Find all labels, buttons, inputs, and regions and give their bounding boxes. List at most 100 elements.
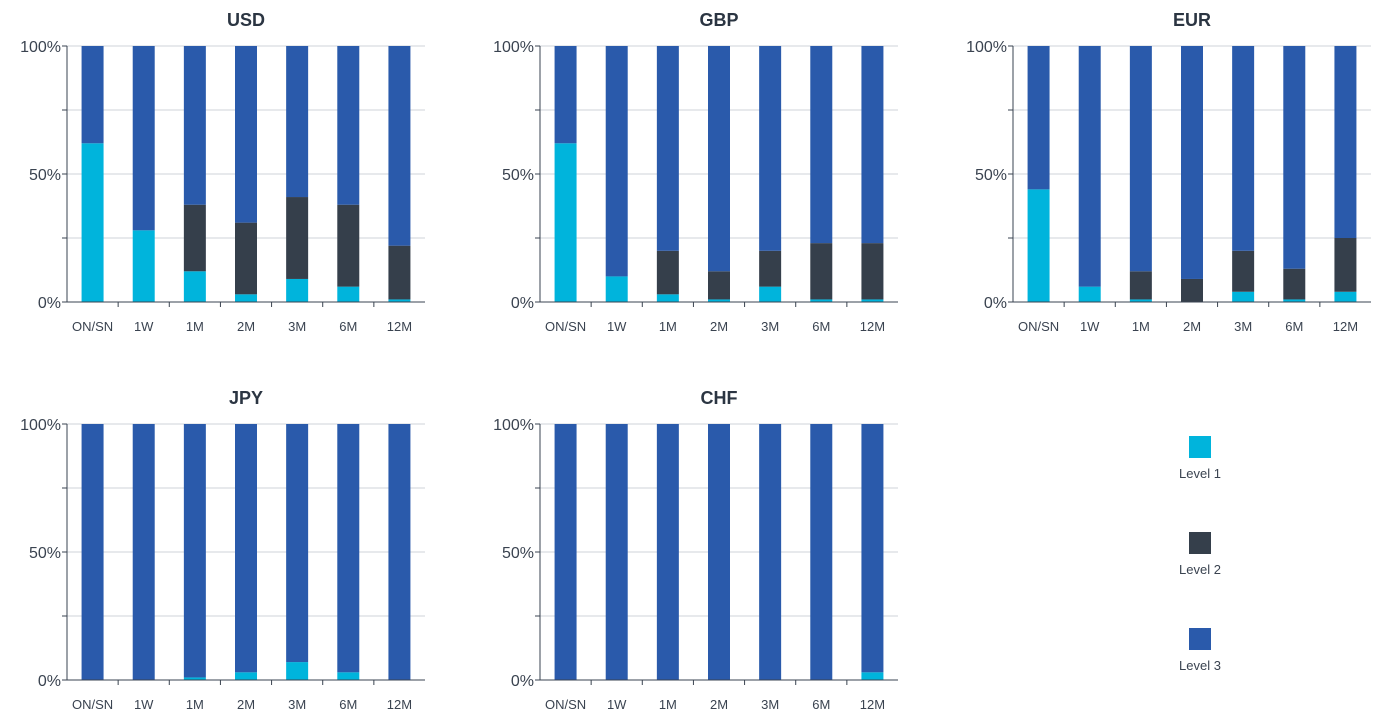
bar-jpy-3m-level-3 <box>286 424 309 663</box>
x-tick-label: 3M <box>288 697 306 712</box>
legend-label-level-3: Level 3 <box>1179 658 1221 673</box>
bar-usd-1m-level-2 <box>183 204 206 272</box>
x-tick-label: ON/SN <box>545 319 586 334</box>
bar-eur-1w-level-3 <box>1078 46 1101 287</box>
x-tick-label: 2M <box>710 319 728 334</box>
bar-gbp-6m-level-3 <box>810 46 833 244</box>
y-tick-label: 0% <box>38 673 61 690</box>
x-tick-label: 2M <box>710 697 728 712</box>
bar-chf-1w-level-3 <box>605 424 628 680</box>
bar-gbp-12m-level-3 <box>861 46 884 244</box>
bar-jpy-2m-level-1 <box>235 672 257 680</box>
bar-gbp-6m-level-2 <box>810 243 833 300</box>
bar-gbp-12m-level-1 <box>861 299 884 302</box>
bar-gbp-on-sn-level-3 <box>554 46 577 144</box>
bar-usd-6m-level-3 <box>337 46 360 205</box>
bar-gbp-3m-level-2 <box>759 250 782 287</box>
bar-usd-1m-level-1 <box>183 271 206 302</box>
bar-eur-1m-level-2 <box>1129 271 1152 300</box>
bar-usd-3m-level-2 <box>286 197 309 279</box>
x-tick-label: 1M <box>1132 319 1150 334</box>
y-tick-label: 0% <box>38 295 61 312</box>
chart-title: USD <box>227 10 265 30</box>
x-tick-label: 2M <box>1183 319 1201 334</box>
bar-eur-1m-level-1 <box>1129 299 1152 302</box>
bar-gbp-1w-level-1 <box>605 276 628 302</box>
bar-eur-12m-level-3 <box>1334 46 1357 238</box>
bar-gbp-2m-level-1 <box>708 299 730 302</box>
bar-eur-on-sn-level-1 <box>1027 189 1050 302</box>
bar-gbp-1m-level-3 <box>656 46 679 251</box>
x-tick-label: 6M <box>812 319 830 334</box>
bar-eur-1w-level-1 <box>1078 286 1101 302</box>
y-tick-label: 100% <box>20 39 61 56</box>
y-tick-label: 0% <box>984 295 1007 312</box>
x-tick-label: ON/SN <box>72 697 113 712</box>
x-tick-label: 2M <box>237 697 255 712</box>
bar-jpy-12m-level-3 <box>388 424 411 680</box>
chart-gbp: 0% 50% 100% ON/SN 1W 1M 2M 3M 6M 12M GBP <box>493 10 898 334</box>
bar-usd-3m-level-3 <box>286 46 309 198</box>
x-tick-label: ON/SN <box>545 697 586 712</box>
y-tick-label: 0% <box>511 295 534 312</box>
y-tick-label: 100% <box>493 417 534 434</box>
bar-gbp-3m-level-1 <box>759 286 782 302</box>
x-tick-label: 6M <box>812 697 830 712</box>
bar-eur-3m-level-3 <box>1232 46 1255 251</box>
bar-jpy-1m-level-3 <box>183 424 206 678</box>
x-tick-label: 3M <box>1234 319 1252 334</box>
bar-usd-12m-level-3 <box>388 46 411 246</box>
chart-title: CHF <box>701 388 738 408</box>
bar-usd-on-sn-level-1 <box>81 143 104 302</box>
x-tick-label: 1W <box>1080 319 1100 334</box>
y-tick-label: 50% <box>502 545 534 562</box>
legend: Level 1 Level 2 Level 3 <box>1140 436 1260 724</box>
x-tick-label: 1M <box>659 319 677 334</box>
bar-jpy-6m-level-3 <box>337 424 360 673</box>
bar-gbp-6m-level-1 <box>810 299 833 302</box>
bar-eur-6m-level-2 <box>1283 268 1306 300</box>
x-tick-label: 1W <box>607 697 627 712</box>
x-tick-label: 1W <box>134 697 154 712</box>
y-tick-label: 100% <box>493 39 534 56</box>
bar-gbp-on-sn-level-1 <box>554 143 577 302</box>
x-tick-label: 3M <box>761 319 779 334</box>
legend-label-level-1: Level 1 <box>1179 466 1221 481</box>
bar-eur-2m-level-2 <box>1181 278 1203 302</box>
bar-jpy-1m-level-1 <box>183 677 206 680</box>
legend-item-level-1: Level 1 <box>1140 436 1260 508</box>
bar-usd-1m-level-3 <box>183 46 206 205</box>
x-tick-label: 3M <box>288 319 306 334</box>
x-tick-label: 12M <box>1333 319 1358 334</box>
bar-eur-3m-level-2 <box>1232 250 1255 292</box>
bar-usd-1w-level-1 <box>132 230 155 302</box>
x-tick-label: 6M <box>339 697 357 712</box>
bar-usd-on-sn-level-3 <box>81 46 104 144</box>
bar-jpy-2m-level-3 <box>235 424 257 673</box>
bar-eur-6m-level-3 <box>1283 46 1306 269</box>
x-tick-label: 1M <box>186 319 204 334</box>
bar-chf-12m-level-1 <box>861 672 884 680</box>
bar-usd-12m-level-1 <box>388 299 411 302</box>
bar-usd-1w-level-3 <box>132 46 155 231</box>
x-tick-label: 2M <box>237 319 255 334</box>
chart-eur: 0% 50% 100% ON/SN 1W 1M 2M 3M 6M 12M EUR <box>966 10 1371 334</box>
chart-chf: 0% 50% 100% ON/SN 1W 1M 2M 3M 6M 12M CHF <box>493 388 898 712</box>
bar-gbp-2m-level-3 <box>708 46 730 272</box>
x-tick-label: 12M <box>387 319 412 334</box>
x-tick-label: 6M <box>1285 319 1303 334</box>
x-tick-label: 3M <box>761 697 779 712</box>
bar-usd-2m-level-1 <box>235 294 257 302</box>
bar-eur-2m-level-3 <box>1181 46 1203 279</box>
bar-usd-2m-level-3 <box>235 46 257 223</box>
x-tick-label: ON/SN <box>1018 319 1059 334</box>
x-tick-label: 1M <box>659 697 677 712</box>
bar-jpy-3m-level-1 <box>286 662 309 680</box>
x-tick-label: 1W <box>607 319 627 334</box>
legend-item-level-2: Level 2 <box>1140 532 1260 604</box>
legend-item-level-3: Level 3 <box>1140 628 1260 700</box>
bar-gbp-1w-level-3 <box>605 46 628 277</box>
chart-title: JPY <box>229 388 263 408</box>
legend-swatch-level-2 <box>1189 532 1211 554</box>
y-tick-label: 100% <box>20 417 61 434</box>
